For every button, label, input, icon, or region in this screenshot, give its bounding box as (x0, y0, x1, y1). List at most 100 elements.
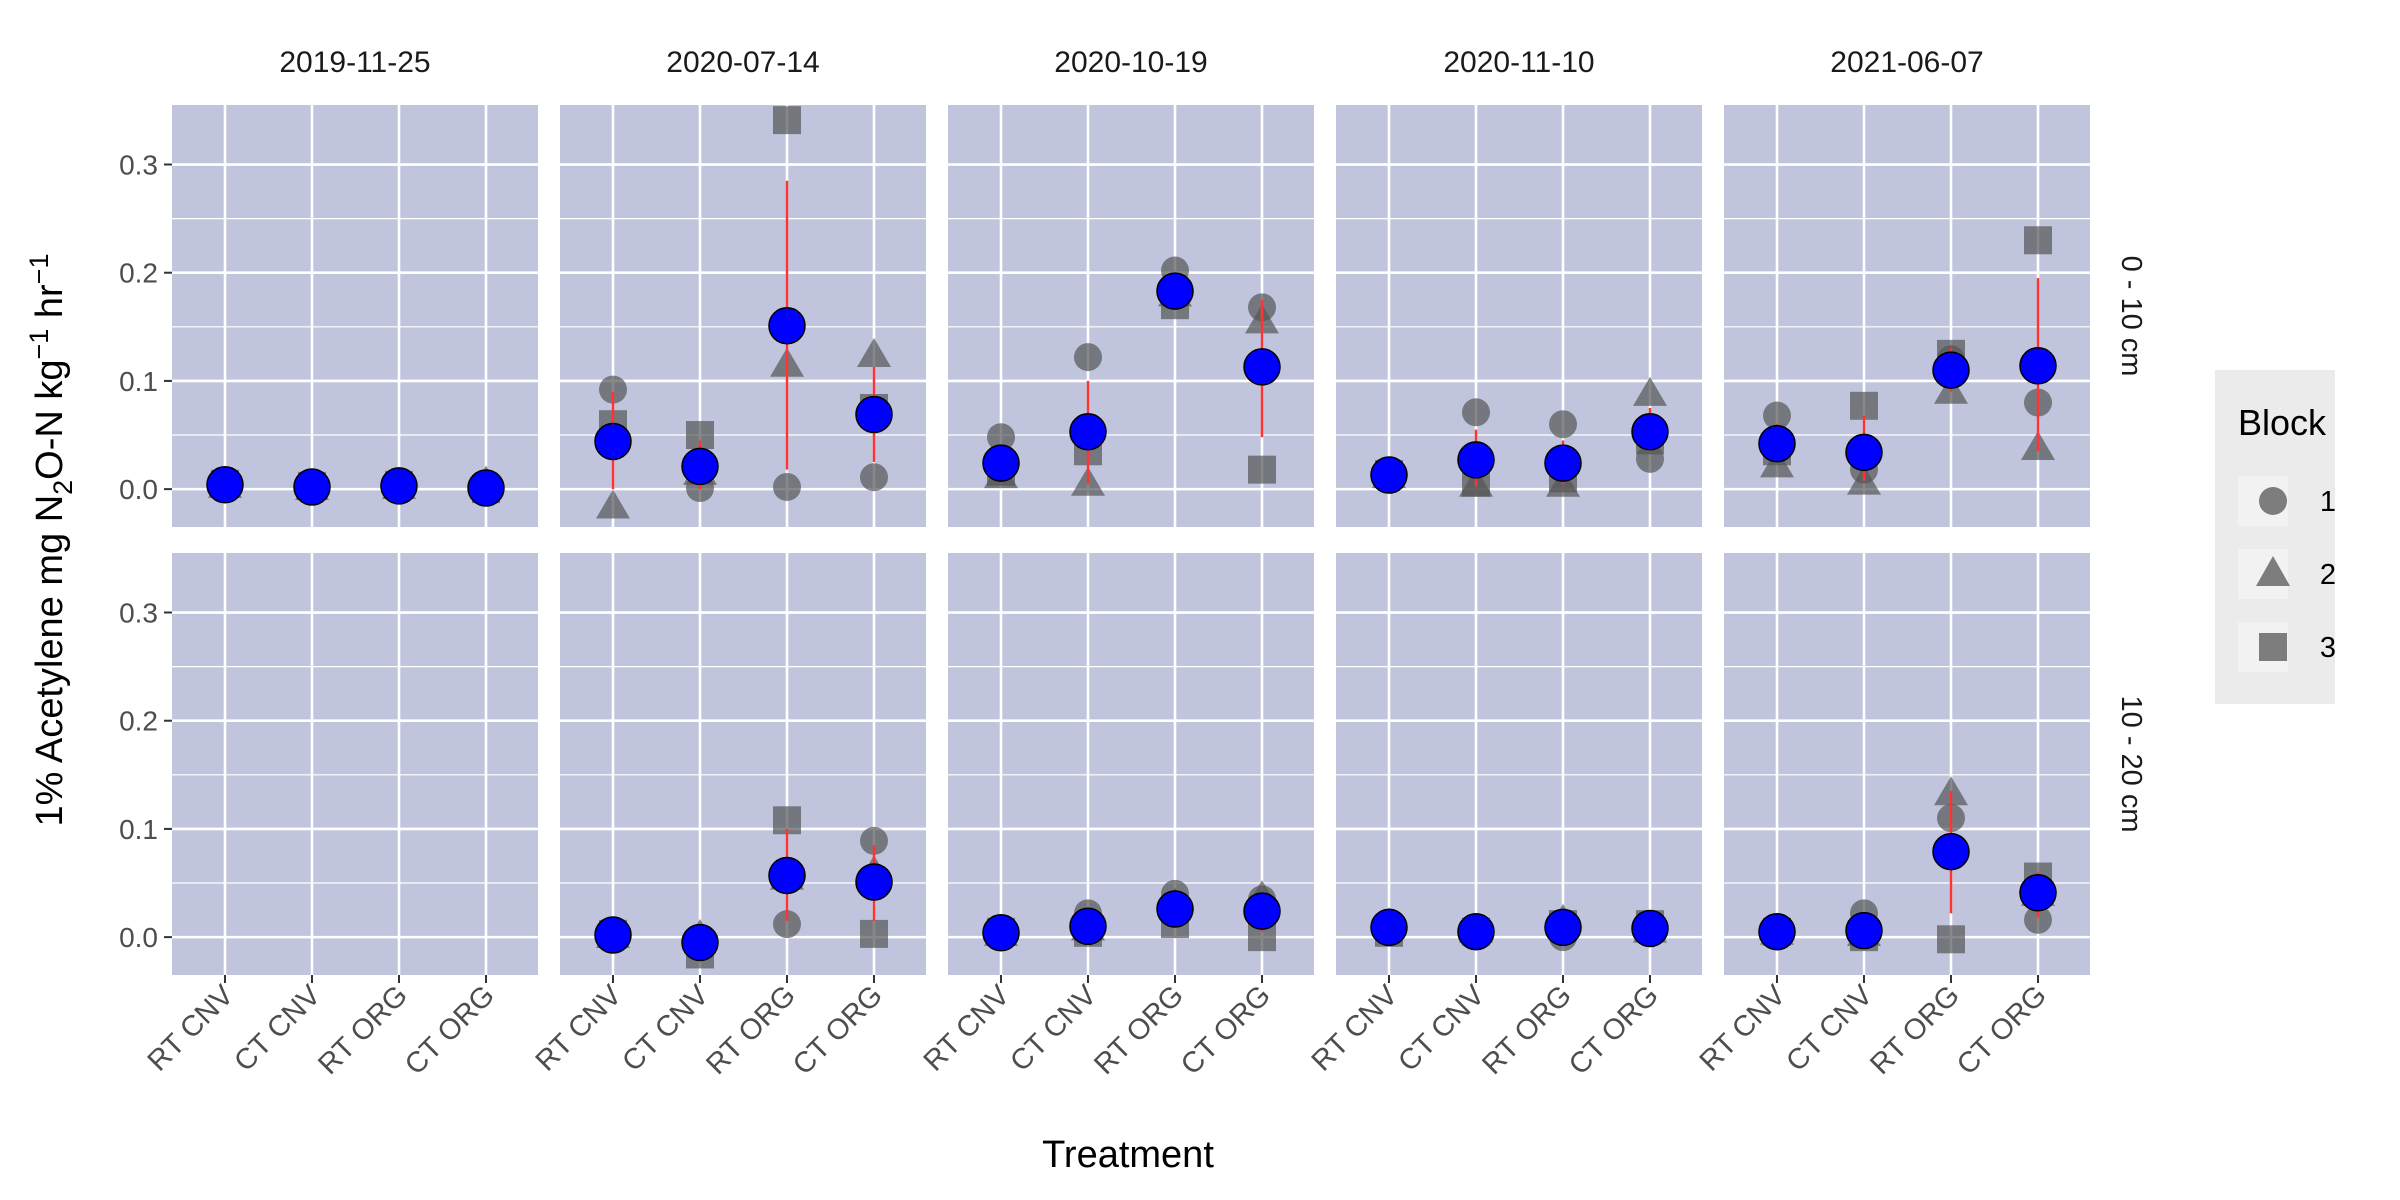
mean-point-rt-org (1544, 444, 1582, 482)
mean-point-ct-org (1243, 892, 1281, 930)
mean-point-ct-cnv (1845, 911, 1883, 950)
panel-background (560, 553, 926, 975)
x-tick-label: CT CNV (616, 979, 715, 1078)
facet-strip-label: 2021-06-07 (1830, 46, 1983, 79)
panel-1-2-marks (982, 879, 1281, 952)
block-2-point-rt-org (1934, 776, 1968, 806)
block-1-point-rt-cnv (1763, 401, 1791, 430)
x-tick-label: CT ORG (1951, 979, 2053, 1081)
panel-0-2-marks (982, 256, 1281, 496)
y-axis-title-main: 1% Acetylene mg N (29, 495, 71, 827)
mean-point-ct-org (467, 469, 505, 507)
block-1-point-rt-org (773, 910, 801, 939)
block-1-point-ct-cnv (1462, 398, 1490, 427)
mean-point-ct-org (1631, 413, 1669, 451)
panel-background (172, 105, 538, 527)
x-tick-label: CT CNV (1392, 979, 1491, 1078)
legend-key-1: 1 (2238, 476, 2336, 526)
facet-strip-label: 2020-07-14 (666, 46, 819, 79)
legend-circle-icon (2259, 487, 2287, 515)
x-axis-title: Treatment (1042, 1134, 1214, 1176)
y-tick-label: 0.2 (119, 258, 158, 289)
block-1-point-ct-org (860, 826, 888, 855)
strips-layer: 2019-11-25 2020-07-14 2020-10-19 2020-11-10… (279, 46, 2147, 833)
mean-point-rt-org (1932, 351, 1970, 389)
panel-background (172, 553, 538, 975)
y-tick-label: 0.0 (119, 474, 158, 505)
panel-0-1-marks (594, 106, 893, 519)
block-1-point-ct-org (2024, 905, 2052, 934)
block-3-point-ct-org (1248, 455, 1276, 484)
legend-label-1: 1 (2320, 486, 2336, 518)
block-2-point-ct-org (1633, 376, 1667, 406)
mean-point-ct-cnv (1457, 912, 1495, 951)
facet-strip-label: 2020-11-10 (1443, 46, 1594, 79)
facet-row-label: 0 - 10 cm (2115, 256, 2147, 377)
legend-key-3: 3 (2238, 622, 2336, 672)
panels-layer (172, 105, 2090, 975)
panel-0-0-marks (206, 465, 505, 507)
x-tick-label: RT CNV (1306, 979, 1405, 1078)
block-3-point-ct-cnv (1850, 391, 1878, 420)
facet-row-label: 10 - 20 cm (2115, 696, 2147, 833)
x-tick-label: CT ORG (1175, 979, 1277, 1081)
y-axis-title-mid2: hr (29, 284, 71, 329)
block-3-point-ct-org (860, 919, 888, 948)
mean-point-rt-cnv (1758, 912, 1796, 951)
y-axis-title-sup2: −1 (24, 254, 54, 285)
mean-point-ct-cnv (1457, 441, 1495, 479)
y-tick-label: 0.1 (119, 366, 158, 397)
mean-point-rt-org (768, 856, 806, 895)
panel-1-3-marks (1370, 903, 1669, 952)
mean-point-rt-org (768, 306, 806, 345)
mean-point-rt-cnv (206, 466, 244, 504)
legend-square-icon (2259, 633, 2287, 661)
x-tick-label: RT CNV (142, 979, 241, 1078)
mean-point-ct-cnv (1069, 907, 1107, 946)
x-tick-label: CT CNV (1780, 979, 1879, 1078)
block-1-point-ct-cnv (1074, 343, 1102, 372)
block-2-point-rt-cnv (596, 489, 630, 519)
block-3-point-rt-org (1937, 925, 1965, 954)
mean-point-rt-org (1156, 272, 1194, 310)
x-tick-label: RT ORG (700, 979, 802, 1081)
mean-point-ct-org (2019, 347, 2057, 385)
mean-point-rt-cnv (982, 444, 1020, 482)
mean-point-ct-cnv (1069, 413, 1107, 451)
mean-point-ct-cnv (1845, 433, 1883, 472)
x-tick-label: RT CNV (918, 979, 1017, 1078)
block-1-point-ct-org (860, 463, 888, 492)
legend-title: Block (2238, 402, 2327, 443)
y-tick-label: 0.0 (119, 922, 158, 953)
facet-strip-label: 2019-11-25 (279, 46, 430, 79)
x-tick-label: CT CNV (228, 979, 327, 1078)
mean-point-rt-cnv (1370, 456, 1408, 494)
mean-point-rt-org (380, 467, 418, 505)
legend: Block 1 2 3 (2215, 370, 2336, 704)
facet-strip-label: 2020-10-19 (1054, 46, 1207, 79)
block-1-point-rt-cnv (599, 375, 627, 404)
mean-point-rt-cnv (982, 914, 1020, 952)
x-tick-label: CT ORG (399, 979, 501, 1081)
panel-background (1336, 553, 1702, 975)
mean-point-rt-cnv (594, 422, 632, 461)
x-tick-label: RT ORG (1476, 979, 1578, 1081)
y-axis-title: 1% Acetylene mg N2O-N kg−1 hr−1 (24, 254, 78, 827)
x-tick-label: CT CNV (1004, 979, 1103, 1078)
mean-point-rt-cnv (1758, 424, 1796, 463)
x-tick-label: RT CNV (1694, 979, 1793, 1078)
legend-triangle-icon (2256, 556, 2290, 586)
y-axis-title-sup1: −1 (24, 329, 54, 360)
y-tick-label: 0.3 (119, 150, 158, 181)
mean-point-ct-org (2019, 874, 2057, 912)
y-axis-title-sub: 2 (48, 480, 78, 495)
panel-0-3-marks (1370, 376, 1669, 497)
x-tick-label: CT ORG (1563, 979, 1665, 1081)
mean-point-ct-cnv (293, 468, 331, 506)
mean-point-rt-cnv (1370, 908, 1408, 947)
mean-point-rt-org (1544, 908, 1582, 947)
x-tick-label: RT ORG (1864, 979, 1966, 1081)
mean-point-rt-org (1932, 832, 1970, 871)
block-1-point-rt-org (773, 472, 801, 501)
block-1-point-rt-cnv (987, 423, 1015, 452)
